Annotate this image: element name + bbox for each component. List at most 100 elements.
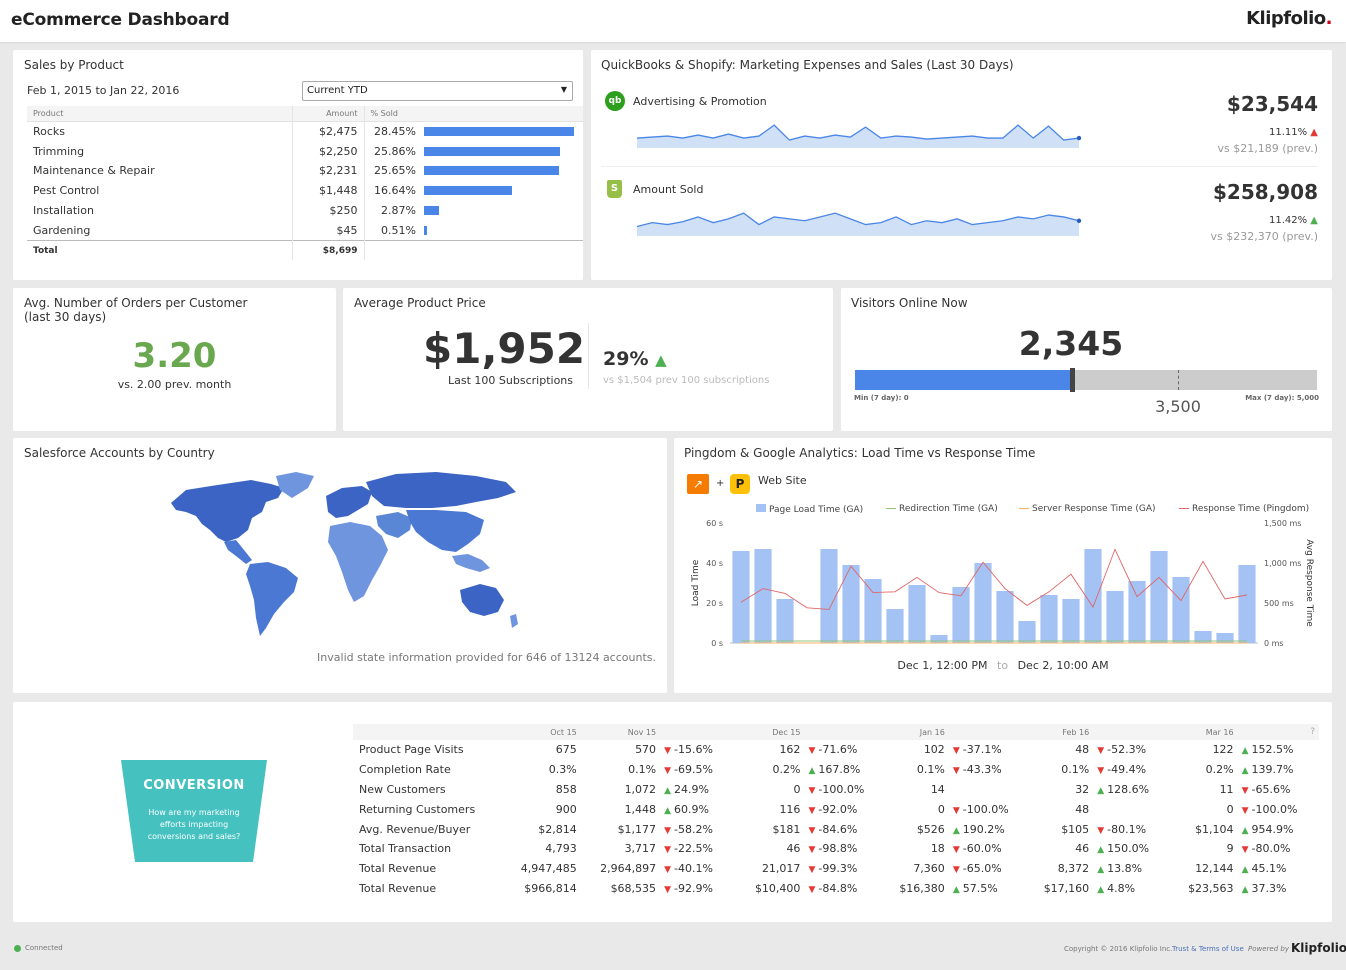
divider bbox=[588, 323, 589, 389]
triangle-up-icon: ▲ bbox=[952, 884, 960, 895]
map-region-asia[interactable] bbox=[406, 510, 484, 552]
metric-value: $17,160 bbox=[1043, 881, 1090, 895]
divider bbox=[601, 166, 1318, 167]
y2-tick-label: 0 ms bbox=[1264, 639, 1284, 648]
page-load-bar[interactable] bbox=[1238, 565, 1256, 643]
map-region-middle-east[interactable] bbox=[376, 512, 412, 538]
metric-change-value: -84.8% bbox=[818, 881, 858, 895]
triangle-down-icon: ▼ bbox=[808, 785, 816, 796]
map-region-europe[interactable] bbox=[326, 486, 372, 518]
page-load-bar[interactable] bbox=[1062, 599, 1080, 643]
page-load-bar[interactable] bbox=[1106, 591, 1124, 643]
table-row[interactable]: Maintenance & Repair $2,231 25.65% bbox=[27, 161, 583, 181]
metric-change: ▲ 954.9% bbox=[1238, 819, 1303, 839]
metric-value: 0 bbox=[1226, 802, 1234, 816]
page-load-bar[interactable] bbox=[996, 591, 1014, 643]
page-load-bar[interactable] bbox=[1194, 631, 1212, 643]
page-load-bar[interactable] bbox=[1040, 595, 1058, 643]
legend-label: Server Response Time (GA) bbox=[1032, 504, 1156, 514]
map-region-central-america[interactable] bbox=[224, 540, 252, 564]
sparkline-end-point bbox=[1076, 135, 1082, 141]
brand-logo[interactable]: Klipfolio. bbox=[1246, 8, 1332, 29]
column-header-bar bbox=[418, 106, 583, 122]
metric-change-value: -99.3% bbox=[818, 862, 858, 876]
status-dot-icon bbox=[14, 945, 21, 952]
table-row[interactable]: Pest Control $1,448 16.64% bbox=[27, 180, 583, 201]
conversion-badge-title: CONVERSION bbox=[143, 778, 245, 793]
metric-change bbox=[949, 780, 1014, 800]
map-region-south-america[interactable] bbox=[246, 562, 298, 636]
triangle-down-icon: ▼ bbox=[952, 746, 960, 757]
table-row[interactable]: Installation $250 2.87% bbox=[27, 200, 583, 221]
metric-change: ▼ -80.1% bbox=[1093, 819, 1158, 839]
visitors-value: 2,345 bbox=[1018, 324, 1124, 363]
page-load-bar[interactable] bbox=[1172, 577, 1190, 643]
page-load-bar[interactable] bbox=[1150, 551, 1168, 643]
map-region-greenland[interactable] bbox=[276, 472, 314, 498]
map-region-russia[interactable] bbox=[366, 472, 516, 508]
table-row[interactable]: Gardening $45 0.51% bbox=[27, 220, 583, 241]
terms-link[interactable]: Trust & Terms of Use bbox=[1172, 945, 1244, 953]
triangle-down-icon: ▼ bbox=[1241, 805, 1249, 816]
world-map[interactable] bbox=[166, 468, 526, 643]
page-load-bar[interactable] bbox=[930, 635, 948, 643]
footer-brand[interactable]: Klipfolio bbox=[1291, 941, 1346, 955]
page-load-bar[interactable] bbox=[842, 565, 860, 643]
row-end bbox=[1303, 819, 1319, 839]
load-time-chart[interactable]: 60 s 40 s 20 s 0 s 1,500 ms 1,000 ms 500 ms 0 m… bbox=[674, 513, 1332, 658]
conversion-row: Total Revenue 4,947,485 2,964,897 ▼ -40.1% 21… bbox=[353, 859, 1319, 879]
column-header-amount: Amount bbox=[292, 106, 365, 122]
triangle-down-icon: ▼ bbox=[1241, 785, 1249, 796]
page-load-bar[interactable] bbox=[886, 609, 904, 643]
page-load-bar[interactable] bbox=[1216, 633, 1234, 643]
product-name: Installation bbox=[27, 200, 293, 221]
triangle-down-icon: ▼ bbox=[808, 805, 816, 816]
change-header bbox=[660, 724, 726, 740]
page-load-bar[interactable] bbox=[754, 549, 772, 643]
sales-by-product-card: Sales by Product Feb 1, 2015 to Jan 22, … bbox=[13, 50, 583, 280]
metric-value: 4,793 bbox=[545, 842, 577, 856]
metric-change-value: -100.0% bbox=[1251, 802, 1298, 816]
page-load-bar[interactable] bbox=[776, 599, 794, 643]
map-region-southeast-asia[interactable] bbox=[452, 554, 490, 572]
page-load-bar[interactable] bbox=[732, 551, 750, 643]
google-analytics-icon: ↗ bbox=[687, 474, 709, 494]
quickbooks-icon: qb bbox=[605, 91, 625, 111]
page-load-bar[interactable] bbox=[864, 579, 882, 643]
date-range: Feb 1, 2015 to Jan 22, 2016 bbox=[27, 84, 180, 97]
metric-change: ▼ -52.3% bbox=[1093, 740, 1158, 760]
total-label: Total bbox=[27, 239, 293, 261]
triangle-down-icon: ▼ bbox=[952, 805, 960, 816]
product-amount: $45 bbox=[292, 220, 365, 241]
page-load-bar[interactable] bbox=[1084, 549, 1102, 643]
card-title: Avg. Number of Orders per Customer (last… bbox=[24, 296, 248, 324]
map-region-new-zealand[interactable] bbox=[510, 614, 518, 628]
page-load-bar[interactable] bbox=[820, 549, 838, 643]
help-icon[interactable]: ? bbox=[1302, 724, 1319, 740]
product-bar-cell bbox=[418, 161, 583, 181]
product-amount: $2,475 bbox=[292, 121, 365, 142]
triangle-up-icon: ▲ bbox=[952, 825, 960, 836]
table-row[interactable]: Rocks $2,475 28.45% bbox=[27, 121, 583, 142]
metric-value: 8,372 bbox=[1057, 862, 1090, 876]
page-load-bar[interactable] bbox=[952, 587, 970, 643]
map-region-australia[interactable] bbox=[460, 584, 504, 616]
map-region-africa[interactable] bbox=[328, 522, 388, 602]
metric-change: ▼ -92.9% bbox=[660, 879, 725, 899]
table-row[interactable]: Trimming $2,250 25.86% bbox=[27, 141, 583, 162]
sold-change: 11.42% ▲ bbox=[1269, 215, 1318, 226]
metric-change-value: -15.6% bbox=[673, 743, 713, 757]
page-load-bar[interactable] bbox=[1018, 621, 1036, 643]
advertising-prev: vs $21,189 (prev.) bbox=[1217, 142, 1319, 155]
row-end bbox=[1303, 859, 1319, 879]
period-select[interactable]: Current YTD ▼ bbox=[302, 81, 573, 101]
page-load-bar[interactable] bbox=[974, 563, 992, 643]
map-region-north-america[interactable] bbox=[171, 480, 284, 542]
page-load-bar[interactable] bbox=[1128, 581, 1146, 643]
page-load-bar[interactable] bbox=[908, 585, 926, 643]
metric-value: 12,144 bbox=[1195, 862, 1234, 876]
card-title: QuickBooks & Shopify: Marketing Expenses… bbox=[601, 58, 1014, 72]
triangle-down-icon: ▼ bbox=[808, 825, 816, 836]
legend-pingdom: Response Time (Pingdom) bbox=[1179, 504, 1309, 514]
price-prev: vs $1,504 prev 100 subscriptions bbox=[603, 375, 770, 386]
